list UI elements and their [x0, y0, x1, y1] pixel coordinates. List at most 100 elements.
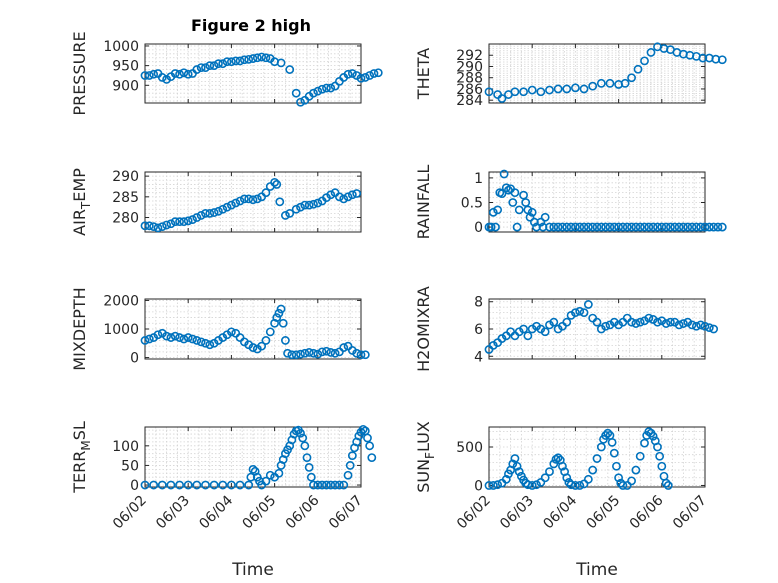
data-point — [274, 308, 284, 318]
data-point — [339, 343, 349, 352]
data-point — [709, 324, 719, 334]
data-point — [510, 87, 520, 97]
data-point — [523, 480, 533, 490]
data-point — [201, 63, 210, 72]
data-point — [635, 451, 645, 461]
data-point — [149, 69, 159, 79]
data-point — [614, 320, 623, 330]
data-point — [326, 83, 336, 93]
data-point — [222, 202, 232, 212]
data-point — [166, 333, 176, 342]
data-point — [618, 222, 628, 232]
data-point — [527, 324, 537, 334]
data-point — [508, 459, 518, 469]
data-point — [653, 442, 662, 452]
data-point — [562, 84, 572, 94]
data-point — [309, 88, 318, 98]
data-point — [153, 223, 163, 233]
subplot-mixdepth: 0 1000 2000 MIXDEPTH — [70, 287, 370, 371]
data-point — [579, 222, 589, 232]
data-point — [313, 480, 323, 490]
data-point — [201, 338, 210, 348]
x-tick-label: 06/07 — [326, 493, 366, 533]
data-point — [209, 480, 219, 490]
data-point — [627, 222, 636, 232]
data-point — [661, 222, 671, 232]
y-axis-label: TERRMSL — [70, 421, 93, 494]
data-point — [334, 192, 344, 202]
data-point — [545, 222, 554, 232]
data-point — [579, 308, 589, 318]
data-point — [583, 222, 593, 232]
data-point — [588, 465, 598, 475]
data-point — [285, 208, 295, 218]
data-point — [363, 433, 372, 443]
data-point — [205, 208, 215, 218]
data-point — [218, 59, 228, 69]
x-tick-label: 06/06 — [283, 492, 323, 532]
y-axis-label: PRESSURE — [70, 31, 89, 115]
data-point — [488, 340, 498, 350]
data-point — [635, 222, 645, 232]
data-point — [330, 81, 340, 91]
data-point — [640, 222, 649, 232]
subplot-air_temp: 280 285 290 AIRTEMP — [70, 168, 362, 236]
data-point — [356, 73, 366, 83]
y-tick-label: 280 — [112, 211, 139, 227]
data-point — [704, 222, 714, 232]
data-point — [218, 204, 228, 214]
data-point — [365, 441, 375, 451]
data-point — [657, 316, 667, 326]
data-point — [687, 320, 697, 330]
data-point — [553, 324, 563, 334]
data-point — [609, 222, 619, 232]
y-tick-label: 2000 — [103, 293, 139, 309]
y-axis-label-subscript: F — [423, 452, 437, 459]
data-point — [149, 222, 159, 232]
data-point — [484, 481, 494, 490]
data-point — [248, 195, 258, 205]
data-point — [545, 467, 554, 477]
data-point — [235, 196, 245, 206]
data-point — [691, 321, 701, 331]
y-axis-label-subscript: M — [79, 440, 93, 450]
data-point — [244, 480, 254, 490]
data-point — [326, 190, 336, 200]
data-point — [343, 192, 353, 202]
data-point — [514, 467, 524, 477]
y-axis-label-end: LUX — [414, 421, 433, 452]
data-point — [347, 451, 357, 461]
data-point — [696, 222, 706, 232]
data-point — [322, 480, 331, 490]
data-point — [226, 327, 236, 337]
data-point — [144, 221, 154, 231]
y-tick-label: 292 — [456, 48, 483, 64]
data-point — [488, 481, 498, 490]
data-point — [717, 55, 727, 65]
y-axis-label: H2OMIXRA — [414, 286, 433, 372]
data-point — [709, 222, 719, 232]
data-point — [205, 61, 215, 71]
data-point — [622, 222, 632, 232]
data-point — [302, 453, 312, 462]
data-point — [365, 71, 375, 80]
data-point — [183, 216, 193, 226]
data-point — [140, 221, 150, 231]
data-point — [149, 480, 159, 490]
data-point — [296, 428, 305, 438]
data-point — [514, 327, 524, 337]
data-point — [296, 202, 305, 212]
data-point — [339, 480, 349, 490]
data-point — [309, 480, 318, 490]
data-point — [196, 211, 206, 220]
data-point — [239, 55, 249, 65]
data-point — [373, 68, 383, 78]
data-point — [345, 461, 355, 470]
data-point — [244, 54, 254, 64]
data-point — [205, 340, 215, 350]
subplot-terr_msl: 0 50 100 06/02 06/03 06/04 06/05 06/06 06/07 Time… — [70, 421, 377, 580]
data-point — [175, 333, 184, 342]
data-point — [300, 348, 310, 358]
data-point — [265, 327, 275, 337]
data-point — [588, 81, 598, 91]
